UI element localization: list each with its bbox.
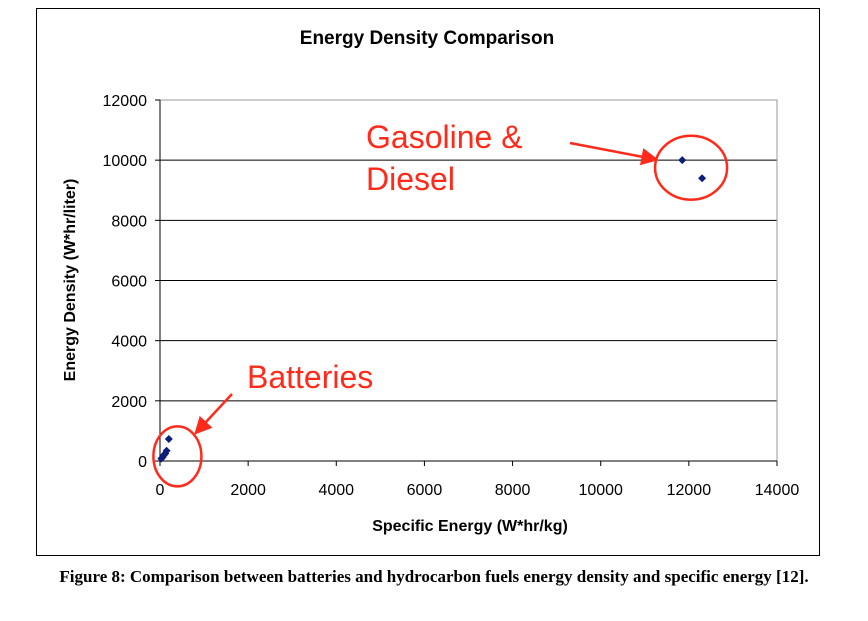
annotation-gasoline-line-1: Gasoline &: [366, 119, 523, 155]
data-point: [162, 446, 171, 455]
scatter-chart: Energy Density Comparison 0 2000 4000 6000 8…: [62, 28, 800, 535]
y-tick-label: 12000: [103, 93, 148, 110]
annotations: Gasoline & Diesel Batteries: [152, 119, 729, 488]
x-tick-label: 10000: [578, 482, 623, 499]
y-axis-title: Energy Density (W*hr/liter): [62, 179, 79, 382]
x-tick-label: 12000: [667, 482, 712, 499]
x-tick-label: 0: [156, 482, 165, 499]
annotation-batteries: Batteries: [247, 359, 373, 395]
data-points: [157, 156, 707, 463]
y-tick-labels: 0 2000 4000 6000 8000 10000 12000: [103, 93, 148, 471]
annotation-circle-gasoline: [653, 134, 729, 201]
x-tick-label: 8000: [495, 482, 531, 499]
data-point: [164, 435, 173, 444]
axes: [155, 99, 778, 466]
x-axis-title: Specific Energy (W*hr/kg): [372, 518, 568, 535]
chart-title: Energy Density Comparison: [300, 28, 554, 49]
y-tick-label: 8000: [111, 213, 147, 230]
x-tick-label: 4000: [318, 482, 354, 499]
data-point: [698, 174, 707, 183]
figure-caption: Figure 8: Comparison between batteries a…: [59, 567, 809, 586]
x-tick-label: 2000: [230, 482, 266, 499]
annotation-arrow-gasoline: [569, 141, 659, 166]
y-tick-label: 2000: [111, 394, 147, 411]
x-tick-label: 6000: [407, 482, 443, 499]
annotation-gasoline-line-2: Diesel: [366, 161, 455, 197]
y-tick-label: 0: [138, 454, 147, 471]
x-tick-labels: 0 2000 4000 6000 8000 10000 12000 14000: [156, 482, 800, 499]
y-tick-label: 6000: [111, 274, 147, 291]
y-tick-label: 10000: [103, 153, 148, 170]
annotation-arrow-batteries: [194, 393, 233, 435]
annotation-circle-batteries: [152, 425, 203, 488]
x-tick-label: 14000: [755, 482, 800, 499]
y-tick-label: 4000: [111, 334, 147, 351]
data-point: [678, 156, 687, 165]
